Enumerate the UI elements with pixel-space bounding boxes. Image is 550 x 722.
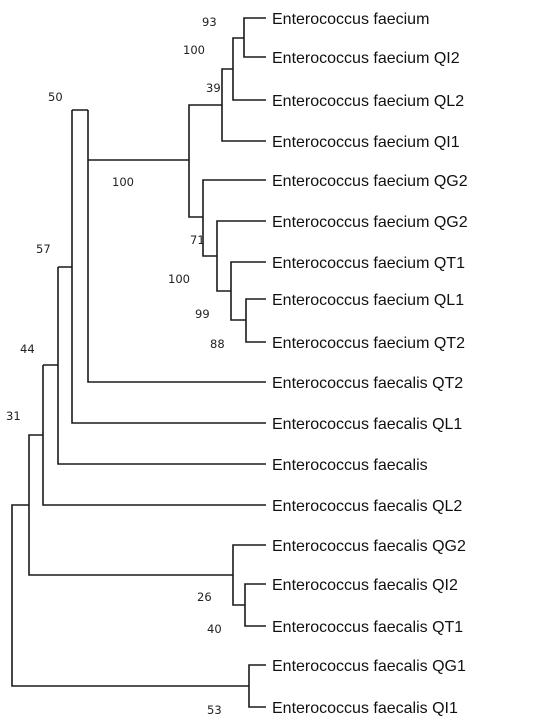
taxon-label: Enterococcus faecalis QI2 xyxy=(272,577,458,594)
branch-faecium-qi2-node xyxy=(232,37,266,101)
branch-faecalis-ql2 xyxy=(42,364,266,506)
taxon-label: Enterococcus faecalis QI1 xyxy=(272,700,458,717)
taxon-label: Enterococcus faecium QL1 xyxy=(272,292,464,309)
taxon-label: Enterococcus faecium xyxy=(272,11,429,28)
bootstrap-value: 100 xyxy=(168,272,190,286)
taxon-label: Enterococcus faecium QG2 xyxy=(272,173,468,190)
bootstrap-value: 44 xyxy=(20,342,35,356)
branch-faecium-qg2-node xyxy=(216,220,266,292)
bootstrap-value: 57 xyxy=(36,242,51,256)
taxon-label: Enterococcus faecium QI1 xyxy=(272,134,460,151)
branch-faecium-qt-pair xyxy=(245,298,266,343)
taxon-label: Enterococcus faecalis QT2 xyxy=(272,375,463,392)
taxon-label: Enterococcus faecium QI2 xyxy=(272,50,460,67)
taxon-label: Enterococcus faecalis xyxy=(272,457,428,474)
branch-faecalis-qi2-qt1-pair xyxy=(244,583,266,627)
taxon-label: Enterococcus faecalis QG1 xyxy=(272,658,466,675)
taxon-label: Enterococcus faecium QT1 xyxy=(272,255,465,272)
bootstrap-value: 26 xyxy=(197,590,212,604)
taxon-label: Enterococcus faecalis QG2 xyxy=(272,538,466,555)
branch-faecium-pair xyxy=(243,17,266,58)
taxon-label: Enterococcus faecalis QT1 xyxy=(272,619,463,636)
branch-faecalis-qg2-node xyxy=(232,544,266,606)
bootstrap-value: 100 xyxy=(112,175,134,189)
bootstrap-value: 50 xyxy=(48,90,63,104)
taxon-label: Enterococcus faecalis QL2 xyxy=(272,498,462,515)
branch-faecalis-qg1-qi1-pair xyxy=(248,664,266,708)
branch-faecium-qg2-outer xyxy=(202,179,266,257)
bootstrap-value: 93 xyxy=(202,15,217,29)
branch-root xyxy=(11,504,249,687)
taxon-label: Enterococcus faecium QT2 xyxy=(272,335,465,352)
bootstrap-value: 39 xyxy=(206,81,221,95)
bootstrap-value: 53 xyxy=(207,703,222,717)
branch-faecalis-ql1 xyxy=(71,109,266,424)
taxon-label: Enterococcus faecium QL2 xyxy=(272,93,464,110)
bootstrap-value: 88 xyxy=(210,337,225,351)
branch-root-faecalis-qt2 xyxy=(87,110,266,383)
tree-branches xyxy=(11,17,266,708)
bootstrap-value: 71 xyxy=(190,233,205,247)
bootstrap-value: 31 xyxy=(6,409,21,423)
bootstrap-value: 40 xyxy=(207,622,222,636)
taxon-labels: Enterococcus faecium Enterococcus faeciu… xyxy=(272,11,468,717)
bootstrap-value: 99 xyxy=(195,307,210,321)
branch-faecium-main xyxy=(188,104,222,218)
bootstrap-values: 93 100 39 100 71 100 99 88 50 57 44 31 2… xyxy=(6,15,225,717)
branch-faecium-qt1-node xyxy=(230,261,266,321)
branch-faecalis xyxy=(57,266,266,465)
taxon-label: Enterococcus faecalis QL1 xyxy=(272,416,462,433)
bootstrap-value: 100 xyxy=(183,43,205,57)
taxon-label: Enterococcus faecium QG2 xyxy=(272,214,468,231)
branch-faecium-ql2-node xyxy=(221,68,266,142)
